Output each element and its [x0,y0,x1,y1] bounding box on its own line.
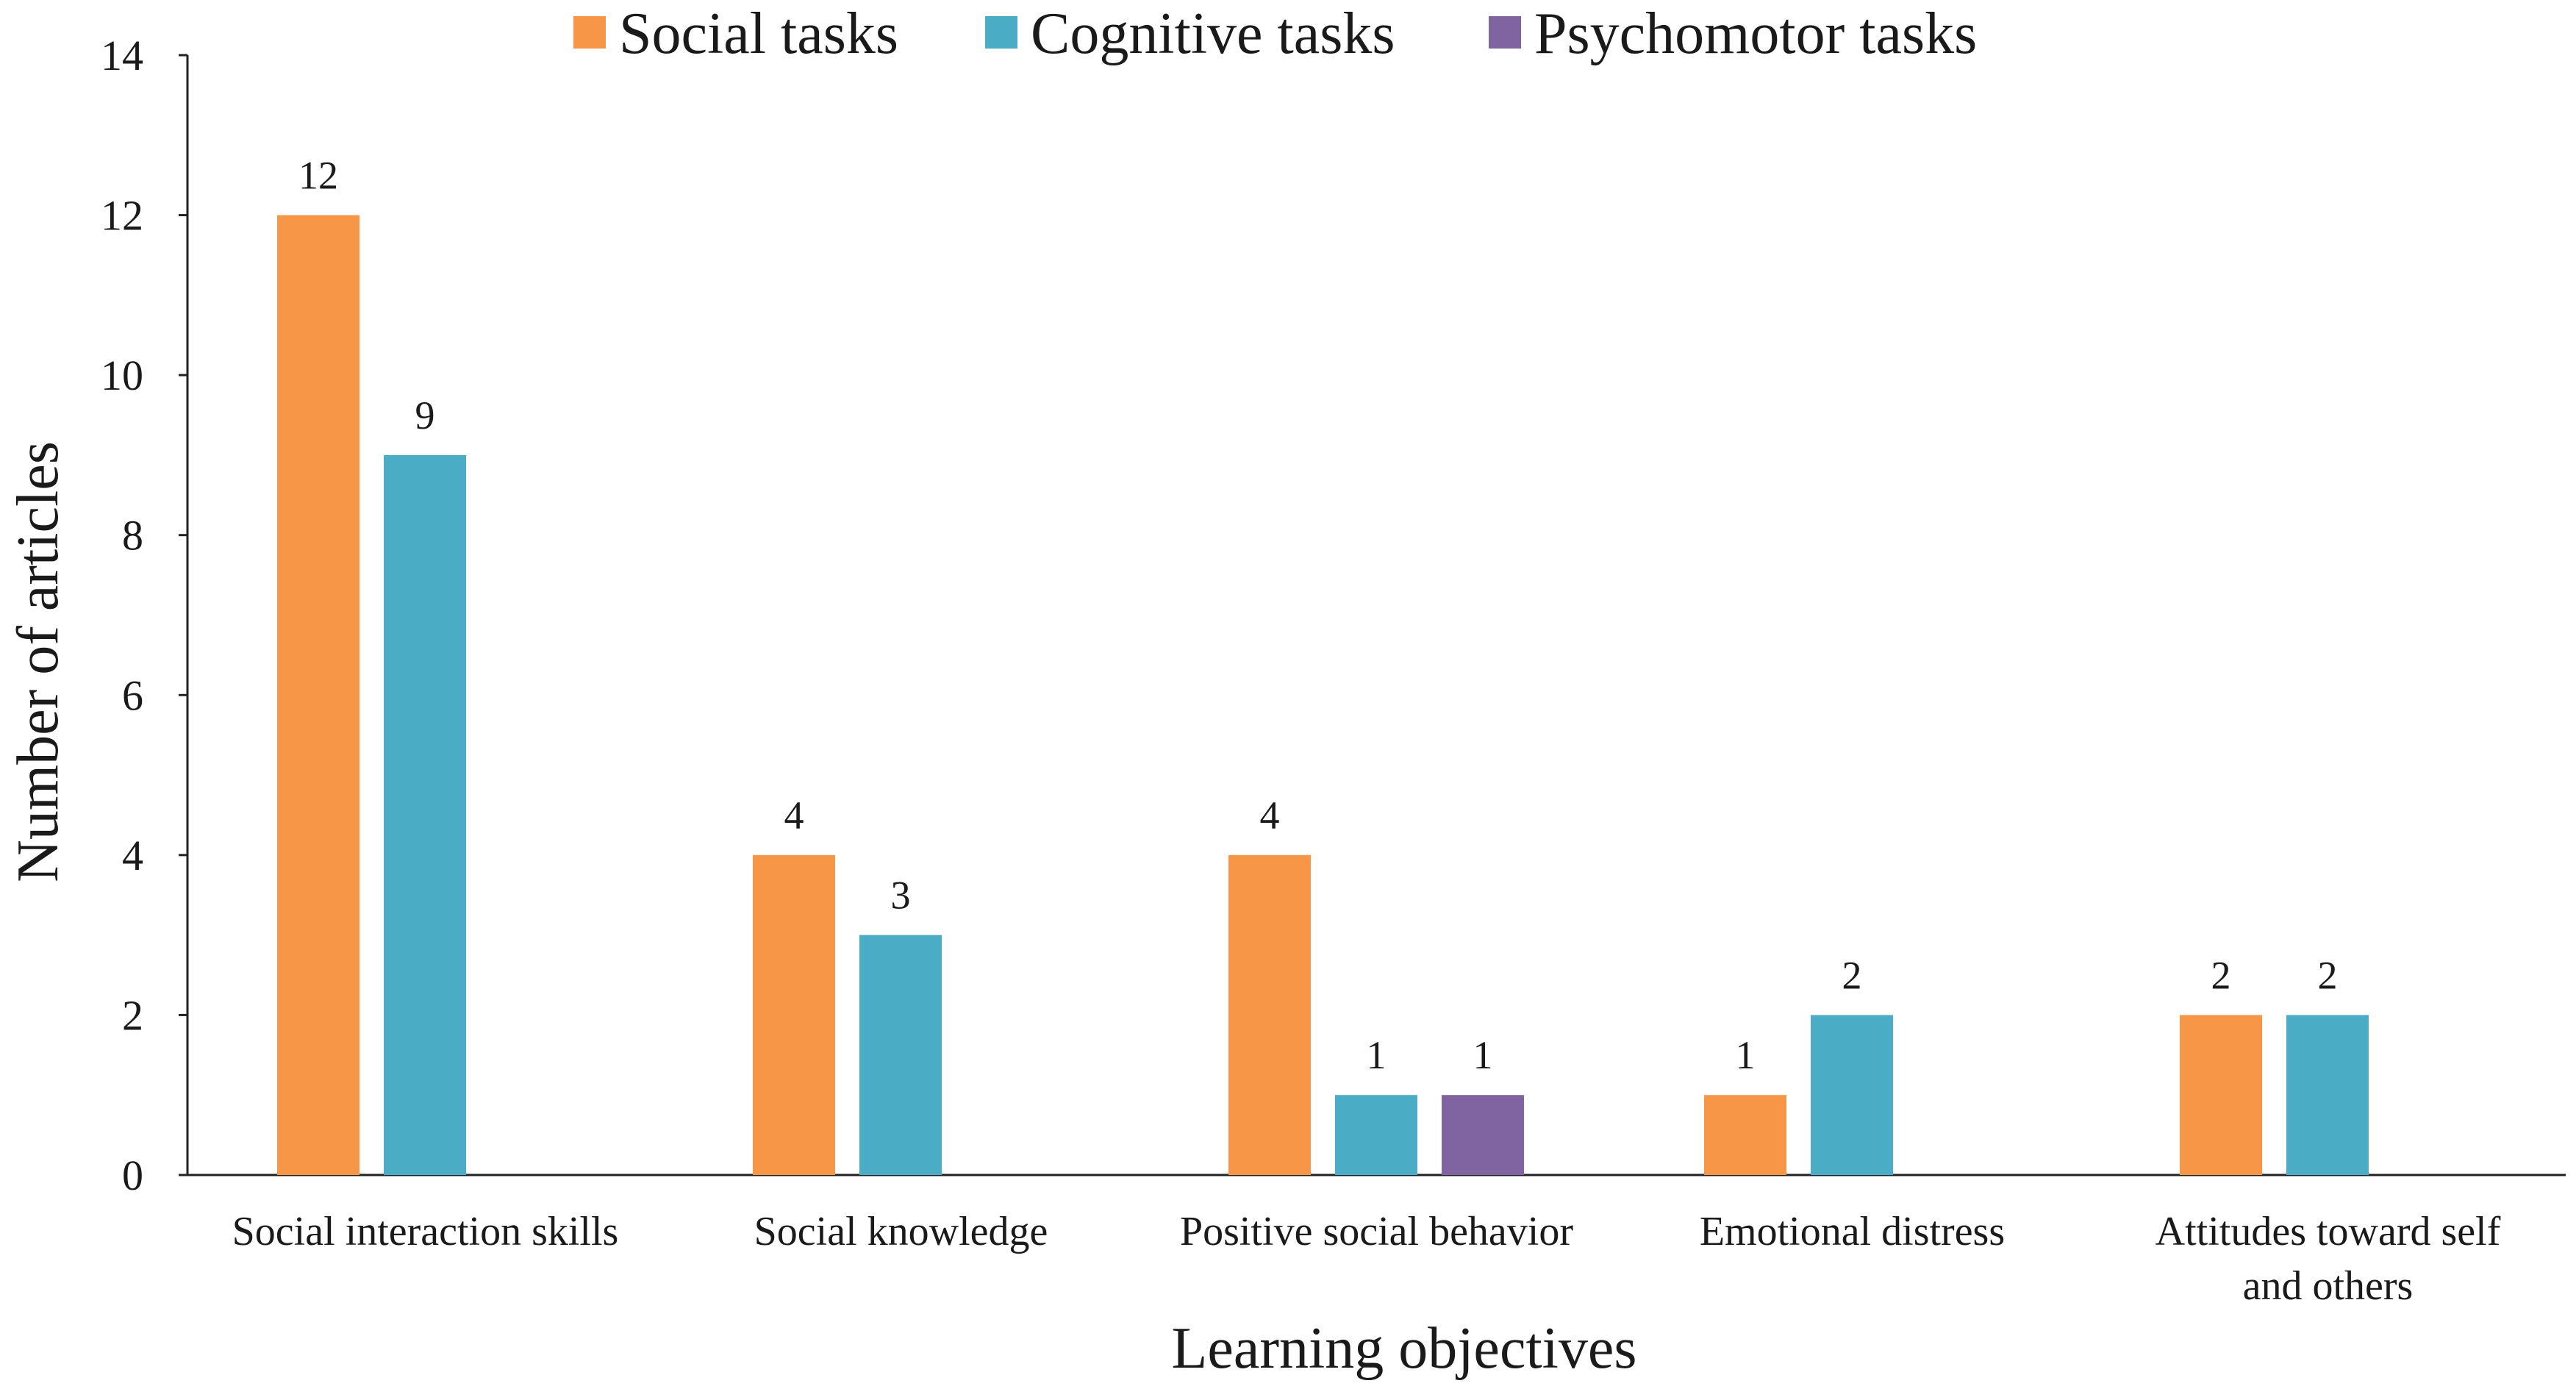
x-axis: Social interaction skills Social knowledg… [187,1174,2566,1309]
legend-label: Psychomotor tasks [1534,1,1977,66]
legend-swatch [985,16,1017,49]
bars [277,215,2369,1176]
bar-value-label: 1 [1367,1033,1387,1077]
x-category-label: Positive social behavior [1180,1209,1573,1254]
bar-value-label: 12 [298,154,338,198]
y-axis: 0 2 4 6 8 10 12 14 [101,32,189,1199]
y-tick-label: 4 [122,832,143,879]
bar-cognitive-tasks [2286,1015,2369,1175]
bar-cognitive-tasks [859,935,942,1175]
legend: Social tasks Cognitive tasks Psychomotor t… [573,1,1977,66]
bar-social-tasks [1228,854,1311,1175]
y-tick-label: 14 [101,32,143,79]
bar-value-label: 4 [1260,793,1280,838]
x-category-label: Social interaction skills [232,1209,619,1254]
bar-value-label: 1 [1473,1033,1493,1077]
bar-social-tasks [1704,1095,1786,1175]
y-tick-label: 12 [101,192,143,240]
bar-value-label: 2 [1842,953,1862,997]
bar-cognitive-tasks [1335,1095,1417,1175]
bar-cognitive-tasks [384,454,466,1175]
y-axis-title: Number of articles [6,441,71,882]
bar-value-label: 1 [1736,1033,1756,1077]
legend-swatch [573,16,606,49]
legend-label: Cognitive tasks [1031,1,1395,66]
bar-psychomotor-tasks [1442,1095,1524,1175]
y-tick-label: 2 [122,991,143,1039]
bar-value-label: 2 [2211,953,2231,997]
bar-value-label: 4 [784,793,804,838]
x-axis-title: Learning objectives [1171,1316,1636,1381]
y-tick-label: 6 [122,671,143,719]
y-tick-label: 8 [122,512,143,560]
legend-label: Social tasks [619,1,898,66]
bar-value-label: 2 [2318,953,2338,997]
y-tick-label: 0 [122,1151,143,1199]
bar-value-label: 9 [415,393,435,438]
bar-social-tasks [753,854,835,1175]
x-category-label: Social knowledge [754,1209,1048,1254]
x-category-label: and others [2243,1263,2414,1309]
legend-swatch [1489,16,1521,49]
bar-cognitive-tasks [1811,1015,1893,1175]
x-category-label: Attitudes toward self [2155,1209,2501,1254]
bar-social-tasks [2180,1015,2262,1175]
bar-value-label: 3 [891,874,911,918]
x-category-label: Emotional distress [1700,1209,2005,1254]
bar-social-tasks [277,215,359,1176]
y-tick-label: 10 [101,351,143,399]
